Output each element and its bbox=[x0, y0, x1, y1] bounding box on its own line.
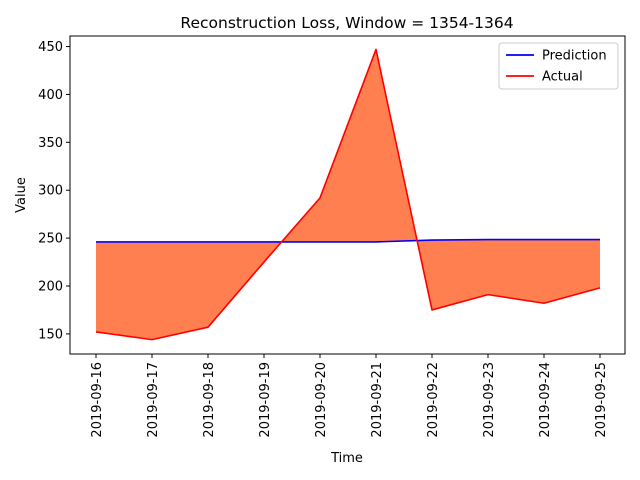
y-tick-label: 450 bbox=[38, 40, 63, 55]
y-axis-title: Value bbox=[14, 177, 29, 213]
series-lines bbox=[95, 48, 601, 341]
x-tick-label: 2019-09-20 bbox=[314, 362, 329, 438]
legend: Prediction Actual bbox=[498, 42, 619, 90]
series-line-actual bbox=[95, 48, 601, 341]
x-tick-label: 2019-09-19 bbox=[258, 362, 273, 438]
x-tick-label: 2019-09-18 bbox=[202, 362, 217, 438]
x-tick-label: 2019-09-22 bbox=[426, 362, 441, 438]
x-axis-title: Time bbox=[330, 451, 363, 466]
x-tick-label: 2019-09-25 bbox=[594, 362, 609, 438]
x-tick-label: 2019-09-21 bbox=[370, 362, 385, 438]
plot-frame bbox=[69, 35, 626, 355]
y-tick-label: 400 bbox=[38, 88, 63, 103]
x-axis: 2019-09-16 2019-09-17 2019-09-18 2019-09-19… bbox=[90, 354, 609, 438]
y-tick-label: 200 bbox=[38, 279, 63, 294]
fill-between-region bbox=[96, 49, 600, 340]
fill-between-area bbox=[96, 49, 600, 340]
y-axis: 150 200 250 300 350 400 450 bbox=[38, 40, 70, 342]
x-tick-label: 2019-09-17 bbox=[146, 362, 161, 438]
y-tick-label: 150 bbox=[38, 327, 63, 342]
series-line-prediction bbox=[96, 238, 600, 243]
x-tick-label: 2019-09-24 bbox=[538, 362, 553, 438]
x-tick-label: 2019-09-23 bbox=[482, 362, 497, 438]
y-tick-label: 300 bbox=[38, 184, 63, 199]
y-tick-label: 250 bbox=[38, 232, 63, 247]
x-tick-label: 2019-09-16 bbox=[90, 362, 105, 438]
chart-title: Reconstruction Loss, Window = 1354-1364 bbox=[180, 14, 513, 32]
legend-label-prediction: Prediction bbox=[542, 49, 607, 64]
y-tick-label: 350 bbox=[38, 136, 63, 151]
legend-label-actual: Actual bbox=[542, 70, 583, 85]
